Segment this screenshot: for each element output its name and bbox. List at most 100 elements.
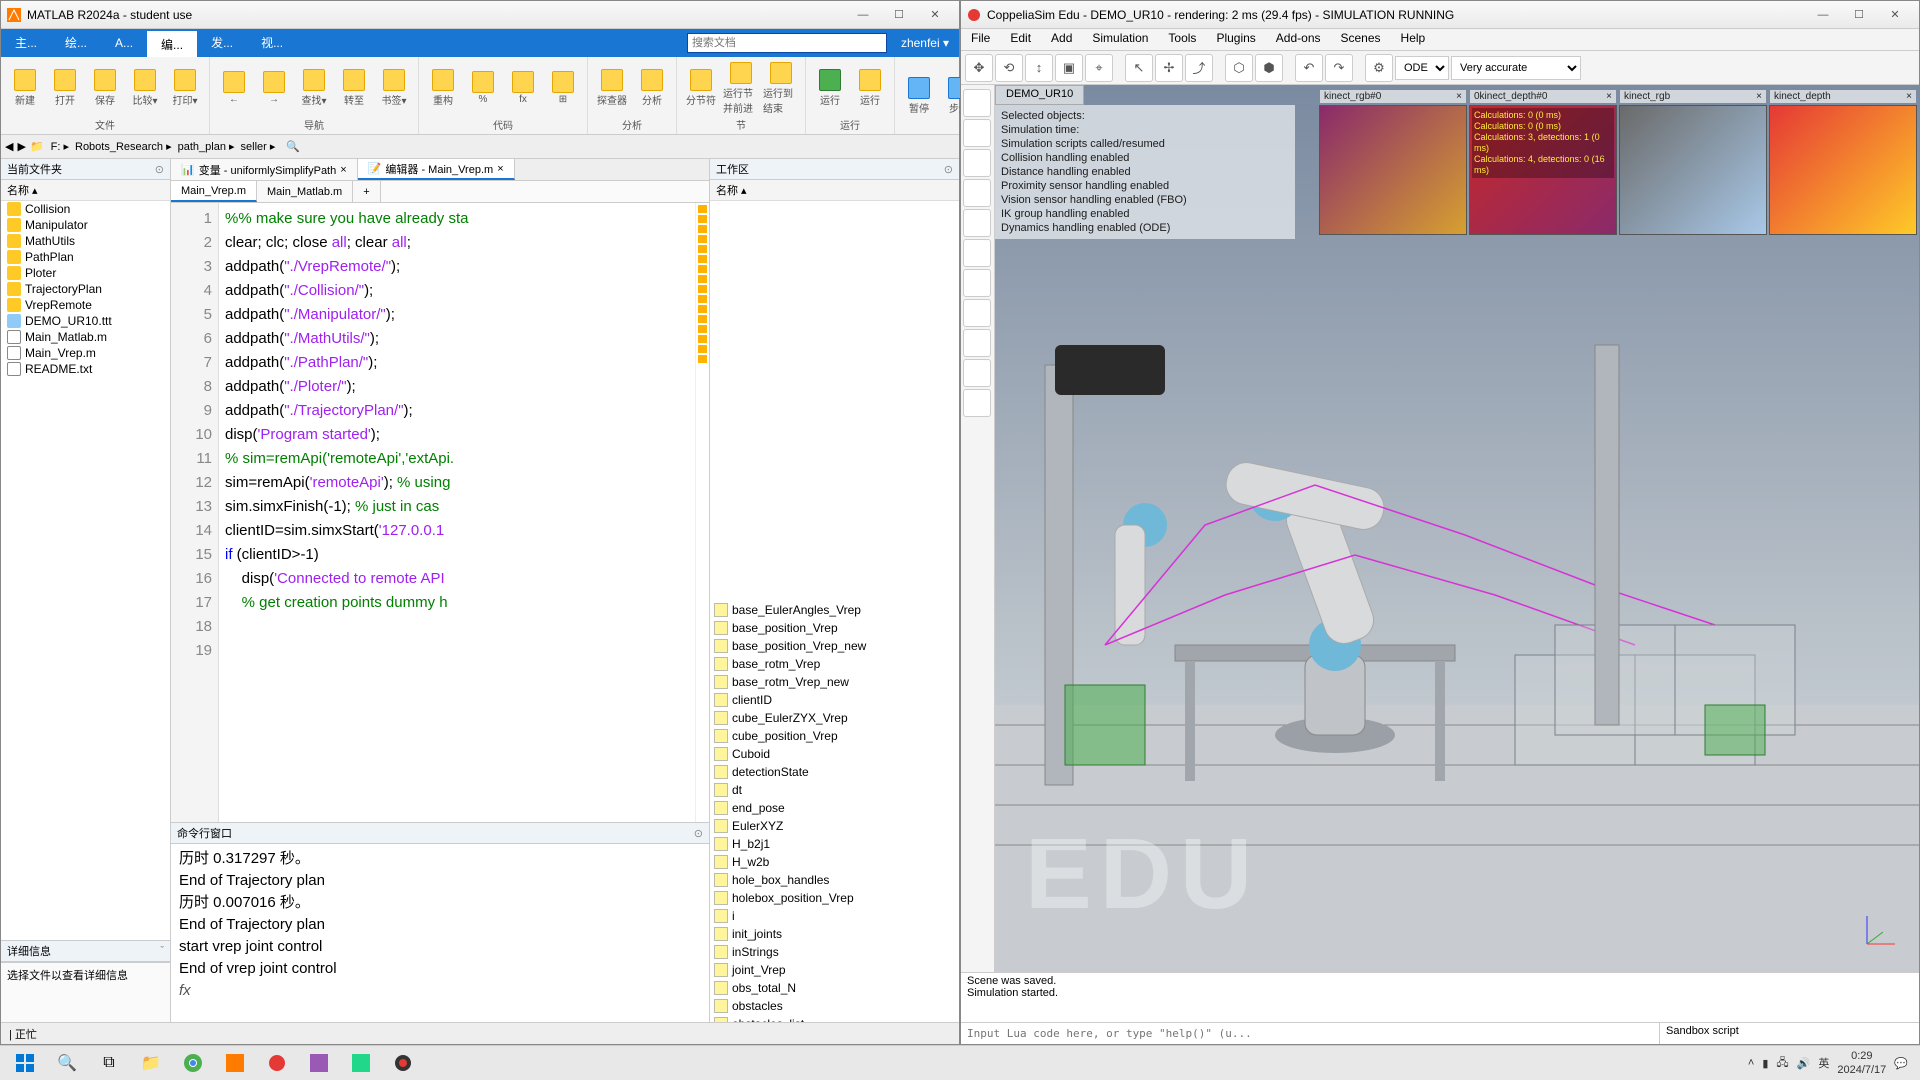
ribbon-button[interactable]: fx xyxy=(505,71,541,105)
tab-publish[interactable]: 发... xyxy=(197,29,247,57)
ribbon-button[interactable]: 运行到结束 xyxy=(763,62,799,115)
lua-input[interactable] xyxy=(961,1023,1659,1044)
vs-taskbar-icon[interactable] xyxy=(298,1047,340,1079)
file-row[interactable]: Main_Vrep.m xyxy=(1,345,170,361)
ribbon-button[interactable]: 查找▾ xyxy=(296,69,332,107)
viewport[interactable]: 0kinect_depth#0×Calculations: 0 (0 ms)Ca… xyxy=(1469,105,1617,235)
calc-modules-icon[interactable] xyxy=(963,179,991,207)
cmdwin-body[interactable]: 历时 0.317297 秒。End of Trajectory plan历时 0… xyxy=(171,844,709,1022)
panel-menu-icon[interactable]: ⊙ xyxy=(155,163,164,176)
sim-settings-icon[interactable]: ⚙ xyxy=(1365,54,1393,82)
menu-item[interactable]: Plugins xyxy=(1206,29,1265,50)
workspace-var[interactable]: joint_Vrep xyxy=(710,961,959,979)
ribbon-button[interactable]: 比较▾ xyxy=(127,69,163,107)
fit-view-icon[interactable]: ⌖ xyxy=(1085,54,1113,82)
ribbon-button[interactable]: 转至 xyxy=(336,69,372,107)
taskbar-clock[interactable]: 0:292024/7/17 xyxy=(1837,1049,1886,1077)
cmd-prompt[interactable]: fx xyxy=(179,980,701,1002)
workspace-var[interactable]: init_joints xyxy=(710,925,959,943)
transfer-icon[interactable]: ⬢ xyxy=(1255,54,1283,82)
accuracy-select[interactable]: Very accurate xyxy=(1451,56,1581,80)
file-row[interactable]: Manipulator xyxy=(1,217,170,233)
workspace-var[interactable]: detectionState xyxy=(710,763,959,781)
workspace-var[interactable]: i xyxy=(710,907,959,925)
path-segment[interactable]: F: ▸ xyxy=(48,141,72,153)
file-row[interactable]: VrepRemote xyxy=(1,297,170,313)
minimize-button[interactable]: — xyxy=(845,4,881,26)
workspace-var[interactable]: H_w2b xyxy=(710,853,959,871)
ws-header[interactable]: 名称 ▴ xyxy=(710,180,959,201)
workspace-var[interactable]: base_position_Vrep xyxy=(710,619,959,637)
page-select-icon[interactable] xyxy=(963,89,991,117)
workspace-var[interactable]: clientID xyxy=(710,691,959,709)
code-editor[interactable]: 12345678910111213141516171819 %% make su… xyxy=(171,203,709,822)
matlab-titlebar[interactable]: MATLAB R2024a - student use — ☐ ✕ xyxy=(1,1,959,29)
select-icon[interactable]: ↖ xyxy=(1125,54,1153,82)
ribbon-button[interactable]: 运行节并前进 xyxy=(723,62,759,115)
copp-close-button[interactable]: ✕ xyxy=(1877,4,1913,26)
matlab-taskbar-icon[interactable] xyxy=(214,1047,256,1079)
tab-home[interactable]: 主... xyxy=(1,29,51,57)
editor-tab[interactable]: 📝编辑器 - Main_Vrep.m× xyxy=(358,159,515,180)
file-row[interactable]: Ploter xyxy=(1,265,170,281)
file-row[interactable]: Main_Matlab.m xyxy=(1,329,170,345)
ribbon-button[interactable]: 运行 xyxy=(812,69,848,107)
workspace-var[interactable]: base_position_Vrep_new xyxy=(710,637,959,655)
nav-fwd-icon[interactable]: ▶ xyxy=(17,140,25,153)
obs-taskbar-icon[interactable] xyxy=(382,1047,424,1079)
details-collapse-icon[interactable]: ˇ xyxy=(160,945,164,957)
copp-titlebar[interactable]: CoppeliaSim Edu - DEMO_UR10 - rendering:… xyxy=(961,1,1919,29)
scene-hierarchy-icon[interactable] xyxy=(963,119,991,147)
ribbon-button[interactable]: 暂停 xyxy=(901,77,937,115)
scene-3d-view[interactable]: DEMO_UR10 Selected objects:Simulation ti… xyxy=(995,85,1919,972)
code-strip[interactable] xyxy=(695,203,709,822)
path-segment[interactable]: path_plan ▸ xyxy=(175,141,238,153)
workspace-var[interactable]: base_rotm_Vrep_new xyxy=(710,673,959,691)
menu-item[interactable]: Simulation xyxy=(1082,29,1158,50)
menu-item[interactable]: Add xyxy=(1041,29,1082,50)
ribbon-button[interactable]: → xyxy=(256,71,292,105)
ribbon-button[interactable]: 书签▾ xyxy=(376,69,412,107)
workspace-var[interactable]: cube_EulerZYX_Vrep xyxy=(710,709,959,727)
menu-item[interactable]: Help xyxy=(1391,29,1436,50)
nav-back-icon[interactable]: ◀ xyxy=(5,140,13,153)
redo-icon[interactable]: ↷ xyxy=(1325,54,1353,82)
workspace-var[interactable]: base_rotm_Vrep xyxy=(710,655,959,673)
variables-tab[interactable]: 📊变量 - uniformlySimplifyPath× xyxy=(171,159,358,180)
collections-icon[interactable] xyxy=(963,209,991,237)
user-menu[interactable]: zhenfei ▾ xyxy=(891,36,959,50)
file-row[interactable]: MathUtils xyxy=(1,233,170,249)
menu-item[interactable]: Edit xyxy=(1000,29,1041,50)
path-segment[interactable]: Robots_Research ▸ xyxy=(72,141,175,153)
path-segment[interactable]: seller ▸ xyxy=(238,141,279,153)
battery-icon[interactable]: ▮ xyxy=(1762,1057,1768,1070)
layers-icon[interactable] xyxy=(963,329,991,357)
viewport[interactable]: kinect_rgb× xyxy=(1619,105,1767,235)
workspace-var[interactable]: obstacles xyxy=(710,997,959,1015)
ribbon-button[interactable]: 保存 xyxy=(87,69,123,107)
close-button[interactable]: ✕ xyxy=(917,4,953,26)
search-folder-icon[interactable]: 🔍 xyxy=(286,140,300,153)
workspace-var[interactable]: obstacles_list xyxy=(710,1015,959,1022)
avi-recorder-icon[interactable] xyxy=(963,359,991,387)
camera-rotate-icon[interactable]: ⟲ xyxy=(995,54,1023,82)
tab-editor[interactable]: 编... xyxy=(147,29,197,57)
workspace-var[interactable]: base_EulerAngles_Vrep xyxy=(710,601,959,619)
ime-indicator[interactable]: 英 xyxy=(1818,1055,1829,1071)
chrome-taskbar-icon[interactable] xyxy=(172,1047,214,1079)
workspace-var[interactable]: obs_total_N xyxy=(710,979,959,997)
start-button[interactable] xyxy=(4,1047,46,1079)
workspace-var[interactable]: Cuboid xyxy=(710,745,959,763)
move-icon[interactable]: ✢ xyxy=(1155,54,1183,82)
assemble-icon[interactable]: ⬡ xyxy=(1225,54,1253,82)
volume-icon[interactable]: 🔊 xyxy=(1797,1057,1811,1070)
menu-item[interactable]: Add-ons xyxy=(1266,29,1331,50)
workspace-var[interactable]: end_pose xyxy=(710,799,959,817)
file-row[interactable]: PathPlan xyxy=(1,249,170,265)
pycharm-taskbar-icon[interactable] xyxy=(340,1047,382,1079)
ribbon-button[interactable]: ⊞ xyxy=(545,71,581,105)
copp-min-button[interactable]: — xyxy=(1805,4,1841,26)
file-tab-main-matlab[interactable]: Main_Matlab.m xyxy=(257,181,353,202)
viewport[interactable]: kinect_rgb#0× xyxy=(1319,105,1467,235)
ws-menu-icon[interactable]: ⊙ xyxy=(944,163,953,176)
